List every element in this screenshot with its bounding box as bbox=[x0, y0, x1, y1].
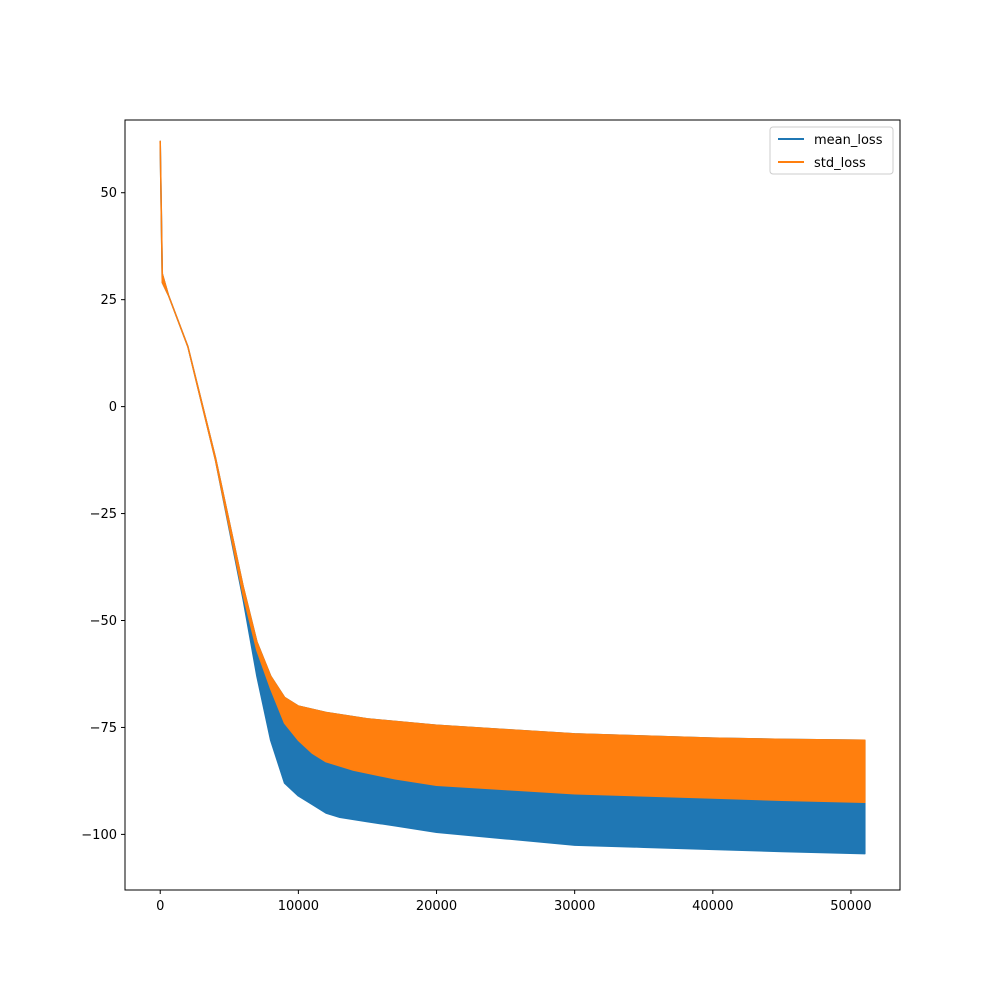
x-tick-label: 50000 bbox=[830, 899, 871, 914]
x-tick-label: 40000 bbox=[692, 899, 733, 914]
y-tick-label: 50 bbox=[100, 186, 117, 201]
x-tick-label: 10000 bbox=[278, 899, 319, 914]
legend-label-mean_loss: mean_loss bbox=[814, 133, 883, 148]
y-tick-label: −50 bbox=[90, 614, 117, 629]
x-axis: 0 10000 20000 30000 40000 50000 bbox=[156, 890, 872, 914]
y-axis: 50 25 0 −25 −50 −75 −100 bbox=[81, 186, 125, 843]
y-tick-label: −75 bbox=[90, 721, 117, 736]
x-tick-label: 20000 bbox=[416, 899, 457, 914]
series-std_loss bbox=[159, 140, 866, 804]
y-tick-label: −25 bbox=[90, 507, 117, 522]
series-layer bbox=[159, 140, 866, 855]
y-tick-label: 0 bbox=[109, 400, 117, 415]
plot-area-frame bbox=[124, 119, 901, 891]
x-tick-label: 0 bbox=[156, 899, 164, 914]
y-tick-label: 25 bbox=[100, 293, 117, 308]
x-tick-label: 30000 bbox=[554, 899, 595, 914]
series-band-std_loss bbox=[159, 140, 866, 804]
legend-label-std_loss: std_loss bbox=[814, 156, 866, 171]
legend: mean_loss std_loss bbox=[769, 126, 894, 175]
y-tick-label: −100 bbox=[81, 828, 117, 843]
